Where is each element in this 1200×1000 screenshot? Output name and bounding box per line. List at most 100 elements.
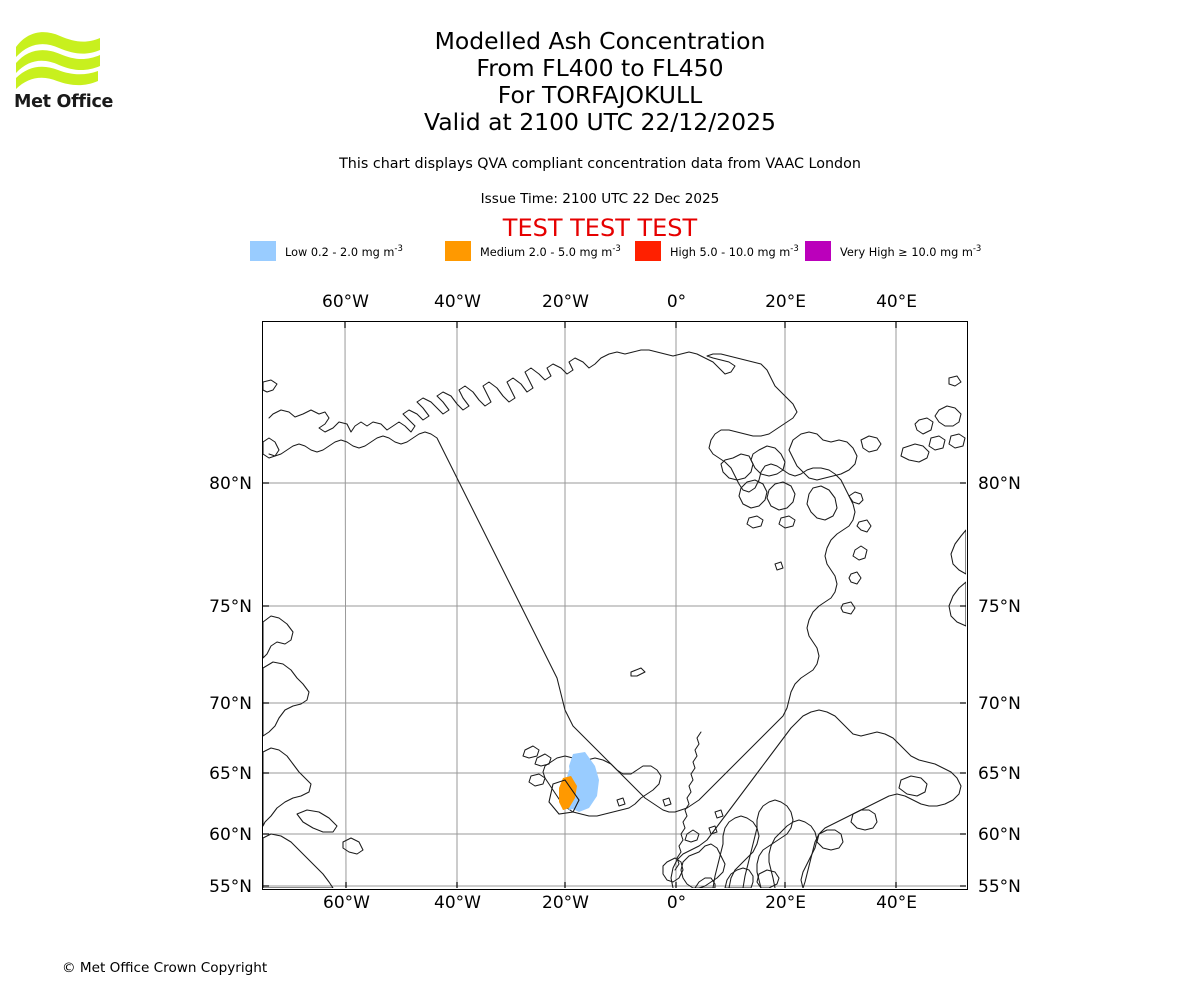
lon-label-bottom-40°W: 40°W	[434, 893, 481, 913]
map-frame	[262, 321, 968, 890]
svalbard-island	[750, 445, 786, 477]
lat-label-right-60°N: 60°N	[978, 824, 1021, 845]
lon-label-top-20°E: 20°E	[765, 292, 806, 312]
graticule-gridlines	[263, 322, 966, 888]
test-banner: TEST TEST TEST	[502, 214, 698, 242]
legend-entry-low: Low 0.2 - 2.0 mg m-3	[250, 240, 403, 262]
greenland-island	[848, 571, 862, 585]
lat-label-right-70°N: 70°N	[978, 693, 1021, 714]
franz-josef-land	[934, 405, 962, 427]
lat-label-left-65°N: 65°N	[209, 763, 252, 784]
ash-plume	[548, 752, 599, 815]
denmark-islands	[756, 869, 780, 888]
svalbard-island	[738, 479, 768, 509]
lat-label-left-55°N: 55°N	[209, 876, 252, 897]
legend-swatch-low	[250, 241, 276, 261]
legend-swatch-medium	[445, 241, 471, 261]
svalbard-island	[766, 481, 796, 511]
greenland-island	[840, 601, 856, 615]
legend-label-high: High 5.0 - 10.0 mg m-3	[670, 243, 799, 259]
lat-label-left-80°N: 80°N	[209, 473, 252, 494]
page-title: Modelled Ash Concentration From FL400 to…	[0, 28, 1200, 136]
legend-label-medium: Medium 2.0 - 5.0 mg m-3	[480, 243, 621, 259]
arctic-island	[263, 379, 278, 393]
lat-label-right-55°N: 55°N	[978, 876, 1021, 897]
title-line-volcano: For TORFAJOKULL	[497, 81, 703, 109]
lon-label-top-0°: 0°	[666, 292, 687, 312]
lat-label-right-65°N: 65°N	[978, 763, 1021, 784]
lon-label-top-40°E: 40°E	[876, 292, 917, 312]
greenland-island	[852, 545, 868, 561]
iceland-peninsula	[528, 773, 546, 787]
lon-label-top-20°W: 20°W	[542, 292, 589, 312]
norway-fjord-coast	[674, 731, 702, 871]
franz-josef-land	[928, 435, 946, 451]
met-office-logo: Met Office	[14, 25, 124, 115]
arctic-island	[263, 437, 280, 459]
jan-mayen	[630, 667, 646, 677]
met-office-wave-mark	[16, 32, 100, 89]
iceland-westfjords	[522, 745, 540, 759]
baffin-island-south	[263, 747, 312, 827]
iceland-westfjords	[534, 753, 552, 767]
kola-peninsula-feature	[898, 775, 928, 797]
legend-entry-very-high: Very High ≥ 10.0 mg m-3	[805, 240, 981, 262]
lon-label-bottom-20°E: 20°E	[765, 893, 806, 913]
faroe-islands	[662, 797, 672, 807]
map-container	[262, 321, 968, 890]
axis-tick-marks	[263, 322, 966, 888]
franz-josef-land	[948, 375, 962, 387]
copyright-notice: © Met Office Crown Copyright	[62, 960, 268, 976]
meridian-60°W	[344, 322, 347, 888]
title-line-flight-levels: From FL400 to FL450	[476, 54, 724, 82]
legend-label-very-high: Very High ≥ 10.0 mg m-3	[840, 243, 982, 259]
lat-label-left-60°N: 60°N	[209, 824, 252, 845]
franz-josef-land	[948, 433, 966, 449]
lat-label-left-70°N: 70°N	[209, 693, 252, 714]
scandinavia-outline	[670, 709, 962, 888]
coastlines	[263, 349, 966, 888]
title-line-main: Modelled Ash Concentration	[434, 27, 766, 55]
greenland-outline	[268, 349, 856, 813]
legend-swatch-very-high	[805, 241, 831, 261]
title-line-valid-at: Valid at 2100 UTC 22/12/2025	[424, 108, 776, 136]
lon-label-bottom-20°W: 20°W	[542, 893, 589, 913]
spitsbergen	[788, 431, 858, 481]
issue-time: Issue Time: 2100 UTC 22 Dec 2025	[480, 191, 720, 207]
lon-label-bottom-60°W: 60°W	[323, 893, 370, 913]
svalbard-island	[720, 453, 754, 481]
great-britain	[680, 843, 726, 888]
greenland-island	[856, 519, 872, 533]
greenland-island	[848, 491, 864, 505]
svalbard-island	[778, 515, 796, 529]
kvitoya	[860, 435, 882, 453]
qva-note: This chart displays QVA compliant concen…	[339, 156, 861, 172]
lon-label-bottom-40°E: 40°E	[876, 893, 917, 913]
novaya-zemlya	[950, 529, 966, 575]
orkney-islands	[708, 825, 718, 835]
arctic-island	[342, 837, 364, 855]
lon-label-top-60°W: 60°W	[322, 292, 369, 312]
legend-entry-medium: Medium 2.0 - 5.0 mg m-3	[445, 240, 621, 262]
iceland-outline	[542, 755, 662, 817]
shetland-islands	[714, 809, 724, 819]
labrador-coast	[263, 833, 334, 888]
novaya-zemlya-south	[948, 581, 966, 627]
faroe-islands	[616, 797, 626, 807]
white-sea-coast	[850, 809, 878, 831]
norway-border	[712, 815, 760, 888]
lon-label-bottom-0°: 0°	[666, 893, 687, 913]
ash-plume-medium	[561, 788, 573, 810]
baffin-inner-island	[296, 809, 338, 833]
lat-label-right-75°N: 75°N	[978, 596, 1021, 617]
concentration-legend: Low 0.2 - 2.0 mg m-3 Medium 2.0 - 5.0 mg …	[250, 240, 990, 264]
svalbard-island	[900, 443, 930, 463]
lat-label-left-75°N: 75°N	[209, 596, 252, 617]
lat-label-right-80°N: 80°N	[978, 473, 1021, 494]
svalbard-island	[746, 515, 764, 529]
ash-plume-source-outline	[548, 779, 580, 815]
baffin-island-north	[263, 615, 294, 659]
baffin-island	[263, 661, 310, 737]
sweden-norway-border	[742, 799, 794, 888]
finland-sweden-border	[768, 819, 818, 888]
